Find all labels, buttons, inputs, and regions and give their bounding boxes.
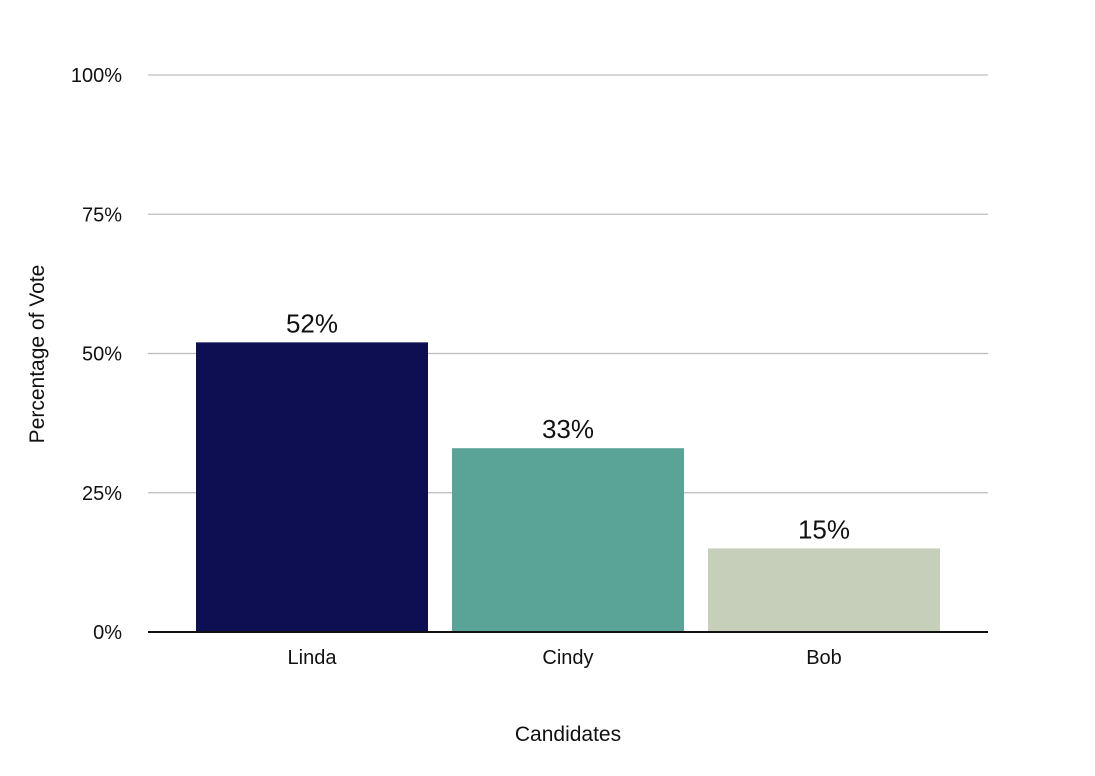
data-label-cindy: 33%: [542, 414, 594, 444]
y-axis-title: Percentage of Vote: [26, 265, 49, 444]
y-axis-ticks: 0% 25% 50% 75% 100%: [71, 65, 122, 644]
bar-bob: [708, 548, 940, 632]
bar-linda: [196, 342, 428, 632]
y-tick-label: 0%: [93, 622, 122, 644]
data-labels: 52% 33% 15%: [286, 308, 850, 544]
x-tick-label-bob: Bob: [806, 647, 842, 669]
x-tick-label-cindy: Cindy: [542, 647, 593, 669]
y-tick-label: 100%: [71, 65, 122, 87]
y-tick-label: 25%: [82, 483, 122, 505]
bar-cindy: [452, 448, 684, 632]
x-tick-label-linda: Linda: [288, 647, 338, 669]
x-axis-ticks: Linda Cindy Bob: [288, 647, 842, 669]
data-label-linda: 52%: [286, 308, 338, 338]
y-tick-label: 50%: [82, 344, 122, 366]
x-axis-title: Candidates: [515, 723, 621, 746]
y-tick-label: 75%: [82, 204, 122, 226]
bars: [196, 342, 940, 632]
data-label-bob: 15%: [798, 514, 850, 544]
